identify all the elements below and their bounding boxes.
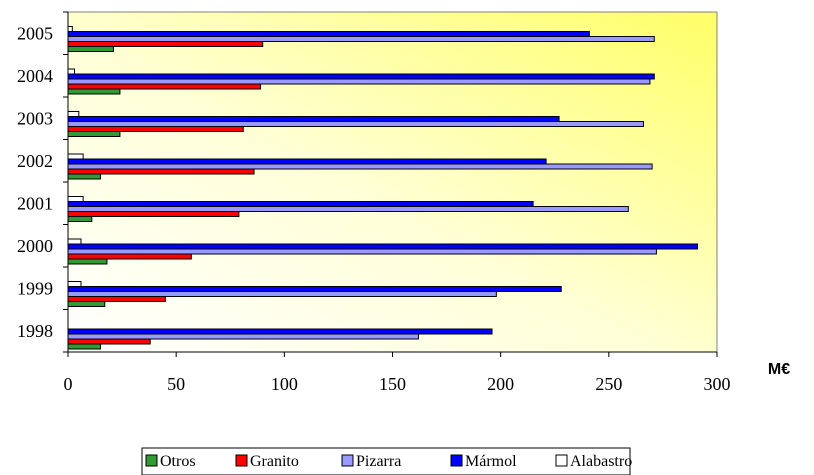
bar-marmol-1999 xyxy=(67,286,562,292)
bar-otros-1998 xyxy=(67,343,101,350)
bar-pizarra-2001 xyxy=(67,206,629,212)
bar-granito-1999 xyxy=(67,296,166,302)
legend-label-otros: Otros xyxy=(160,453,196,470)
bar-marmol-2000 xyxy=(67,243,699,250)
legend-box xyxy=(141,447,631,475)
bar-alabastro-2000 xyxy=(67,238,82,245)
bar-marmol-2005 xyxy=(67,31,590,37)
bar-marmol-2001 xyxy=(67,201,534,207)
legend: Otros Granito Pizarra Mármol Alabastro xyxy=(141,447,632,475)
x-tick-label: 100 xyxy=(271,374,298,394)
legend-swatch-marmol xyxy=(450,454,463,467)
bar-alabastro-1999 xyxy=(67,281,82,287)
bar-granito-1998 xyxy=(67,338,151,345)
bar-otros-2004 xyxy=(67,88,121,95)
x-axis-unit: M€ xyxy=(768,361,790,378)
bar-alabastro-2003 xyxy=(67,111,80,117)
bar-alabastro-2001 xyxy=(67,196,84,202)
y-tick-label: 2001 xyxy=(17,193,53,213)
bar-alabastro-2002 xyxy=(67,153,84,160)
x-tick-label: 250 xyxy=(595,374,622,394)
legend-swatch-otros xyxy=(145,454,158,467)
x-tick-label: 0 xyxy=(64,374,73,394)
y-tick-label: 2002 xyxy=(17,151,53,171)
y-tick-label: 2004 xyxy=(17,66,53,86)
y-tick-label: 2003 xyxy=(17,108,53,128)
bar-pizarra-1998 xyxy=(67,333,419,340)
bar-otros-2001 xyxy=(67,216,93,222)
y-tick-label: 1998 xyxy=(17,321,53,341)
bar-pizarra-2004 xyxy=(67,78,651,85)
bar-granito-2000 xyxy=(67,253,192,260)
legend-label-pizarra: Pizarra xyxy=(356,453,401,470)
bar-otros-2000 xyxy=(67,258,108,265)
bars-group xyxy=(67,26,699,350)
y-tick-label: 2000 xyxy=(17,236,53,256)
x-tick-label: 150 xyxy=(379,374,406,394)
bar-pizarra-2005 xyxy=(67,36,655,42)
bar-granito-2003 xyxy=(67,126,244,132)
bar-granito-2005 xyxy=(67,41,264,47)
legend-swatch-granito xyxy=(235,454,248,467)
bar-otros-2003 xyxy=(67,131,121,137)
axes-group: 1998 1999 2000 2001 2002 2003 2004 2005 0 50 100 15… xyxy=(17,11,731,394)
bar-marmol-2004 xyxy=(67,73,655,80)
x-tick-label: 300 xyxy=(704,374,731,394)
bar-pizarra-2003 xyxy=(67,121,644,127)
bar-alabastro-2004 xyxy=(67,68,75,75)
legend-swatch-alabastro xyxy=(555,454,568,467)
bar-alabastro-2005 xyxy=(67,26,73,32)
legend-swatch-pizarra xyxy=(341,454,354,467)
x-tick-label: 200 xyxy=(487,374,514,394)
y-tick-label: 2005 xyxy=(17,23,53,43)
bar-granito-2002 xyxy=(67,168,255,175)
legend-label-marmol: Mármol xyxy=(465,453,517,470)
x-tick-label: 50 xyxy=(167,374,185,394)
bar-pizarra-2002 xyxy=(67,163,653,170)
bar-granito-2004 xyxy=(67,83,262,90)
bar-pizarra-2000 xyxy=(67,248,657,255)
bar-pizarra-1999 xyxy=(67,291,497,297)
bar-otros-2005 xyxy=(67,46,114,52)
legend-label-alabastro: Alabastro xyxy=(570,453,632,470)
bar-otros-1999 xyxy=(67,301,106,307)
bar-marmol-2003 xyxy=(67,116,560,122)
legend-label-granito: Granito xyxy=(250,453,299,470)
bar-granito-2001 xyxy=(67,211,240,217)
bar-marmol-2002 xyxy=(67,158,547,165)
y-tick-label: 1999 xyxy=(17,278,53,298)
bar-otros-2002 xyxy=(67,173,101,180)
bar-marmol-1998 xyxy=(67,328,493,335)
